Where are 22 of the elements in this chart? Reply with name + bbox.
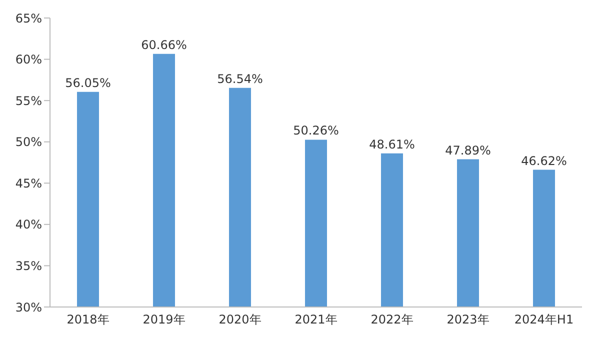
x-tick-label: 2018年 bbox=[66, 312, 110, 327]
y-tick-label: 45% bbox=[15, 176, 42, 190]
y-tick-label: 50% bbox=[15, 135, 42, 150]
data-label: 56.54% bbox=[217, 72, 263, 86]
data-label: 56.05% bbox=[65, 76, 111, 90]
data-label: 46.62% bbox=[521, 154, 567, 168]
x-tick-label: 2019年 bbox=[142, 312, 186, 327]
data-label: 48.61% bbox=[369, 137, 415, 152]
data-label: 60.66% bbox=[141, 38, 187, 52]
data-label: 50.26% bbox=[293, 124, 339, 138]
y-tick-label: 60% bbox=[15, 52, 42, 67]
y-tick-label: 30% bbox=[15, 300, 42, 314]
y-tick-label: 35% bbox=[15, 258, 42, 273]
x-tick-label: 2020年 bbox=[218, 312, 262, 327]
x-tick-label: 2023年 bbox=[446, 312, 490, 327]
y-tick-label: 65% bbox=[15, 11, 42, 26]
y-tick-label: 40% bbox=[15, 218, 42, 232]
x-tick-label: 2024年H1 bbox=[514, 312, 574, 327]
y-tick-label: 55% bbox=[15, 94, 42, 108]
x-tick-label: 2021年 bbox=[294, 312, 338, 327]
data-label: 47.89% bbox=[445, 143, 491, 158]
x-tick-label: 2022年 bbox=[370, 312, 414, 327]
